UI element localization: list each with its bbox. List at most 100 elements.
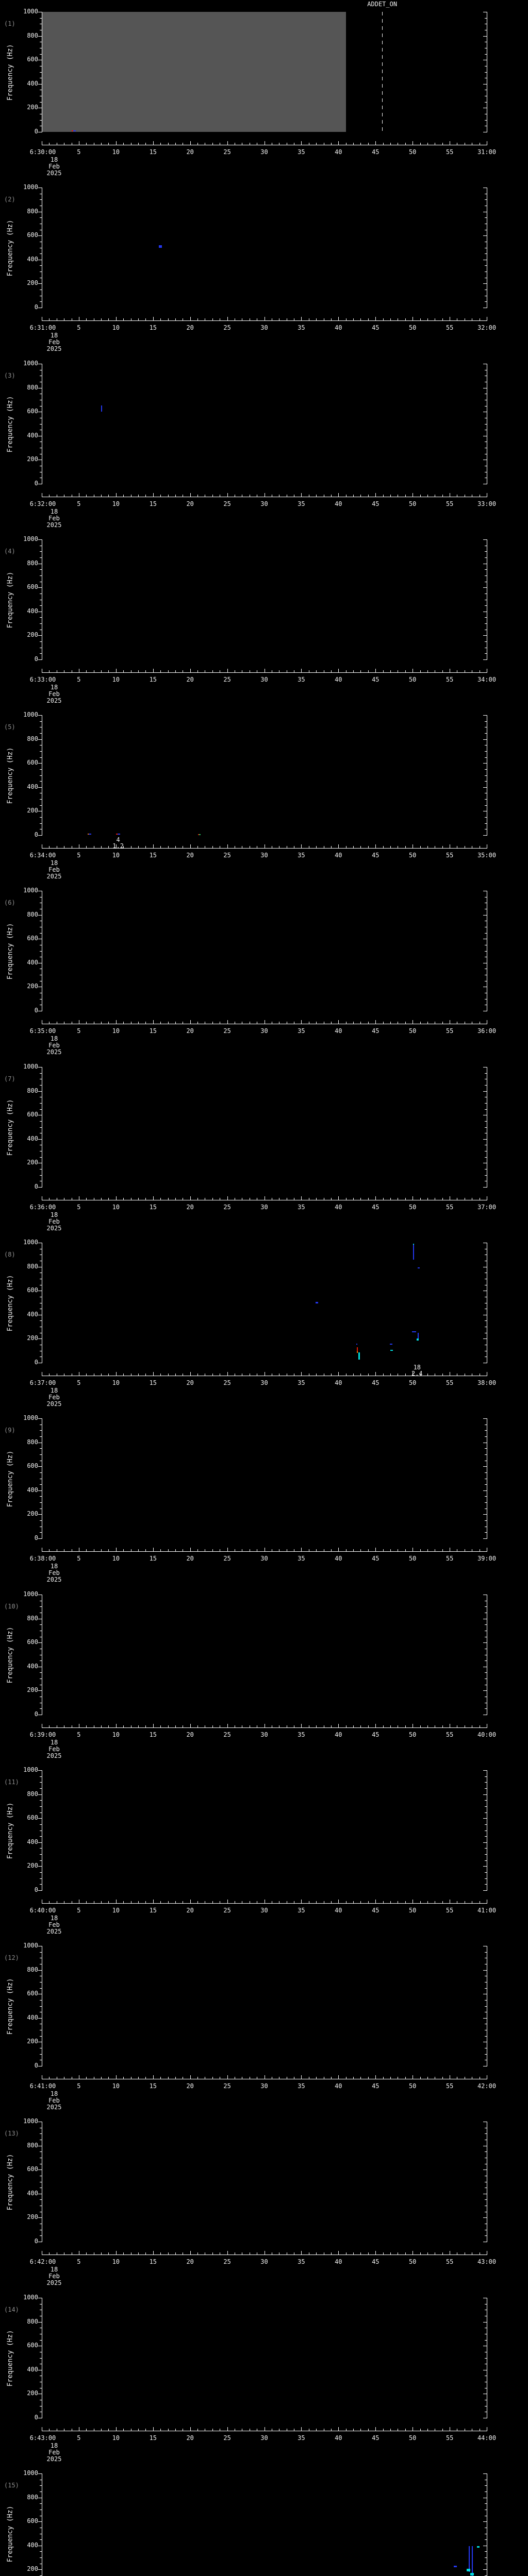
plot-area — [42, 1946, 487, 2066]
y-tick — [38, 235, 42, 236]
y-tick — [40, 781, 42, 782]
x-tick-label: 15 — [149, 1731, 157, 1738]
y-tick-right — [485, 1800, 487, 1801]
plot-area — [42, 539, 487, 659]
detection-mark — [411, 1331, 416, 1333]
x-tick-label: 20 — [186, 500, 194, 507]
x-tick — [153, 1020, 154, 1024]
x-tick — [420, 1901, 421, 1903]
x-tick — [153, 1548, 154, 1552]
y-tick-right — [485, 733, 487, 734]
x-tick — [227, 317, 228, 321]
x-tick — [153, 2427, 154, 2431]
x-tick — [101, 2077, 102, 2079]
y-tick-label: 400 — [27, 607, 38, 615]
x-tick-label: 40 — [335, 324, 342, 332]
x-tick — [168, 1549, 169, 1552]
y-tick-label: 800 — [27, 2317, 38, 2325]
y-tick-right — [485, 557, 487, 558]
x-tick — [383, 2077, 384, 2079]
x-tick — [368, 1022, 369, 1024]
x-tick — [212, 2077, 213, 2079]
x-tick — [123, 2077, 124, 2079]
y-tick-label: 600 — [27, 1286, 38, 1294]
y-tick — [40, 1168, 42, 1170]
y-tick-label: 600 — [27, 1814, 38, 1821]
x-tick-label: 20 — [186, 1906, 194, 1914]
y-tick-right — [485, 617, 487, 618]
x-tick — [86, 318, 87, 321]
x-tick-label: 50 — [408, 1379, 417, 1387]
detection-mark — [358, 1352, 360, 1360]
x-tick — [145, 1197, 146, 1200]
x-tick — [375, 844, 376, 849]
y-tick — [38, 2217, 42, 2218]
x-tick-label: 5 — [77, 2434, 81, 2442]
x-tick — [316, 2428, 317, 2431]
x-tick-label: 5 — [77, 324, 81, 332]
x-tick — [383, 1374, 384, 1376]
y-tick-right — [483, 2321, 487, 2323]
x-tick — [108, 670, 109, 672]
y-tick-right — [483, 1187, 487, 1188]
x-tick — [86, 2077, 87, 2079]
x-tick-label: 50 — [408, 2082, 417, 2090]
x-tick — [190, 1548, 191, 1552]
x-tick-label: 45 — [372, 2082, 380, 2090]
x-tick — [197, 1374, 198, 1376]
y-tick-right — [485, 2054, 487, 2055]
x-tick — [212, 1022, 213, 1024]
x-tick — [368, 318, 369, 321]
x-tick-label: 10 — [112, 500, 120, 507]
detection-mark — [88, 834, 91, 835]
y-tick — [40, 1448, 42, 1449]
y-tick-right — [483, 787, 487, 788]
x-axis-date-line: 18 — [50, 1387, 58, 1395]
y-tick-right — [485, 1952, 487, 1953]
y-tick-right — [483, 2521, 487, 2522]
x-tick-label: 40 — [335, 2258, 342, 2266]
x-tick — [383, 494, 384, 497]
y-tick — [40, 775, 42, 776]
x-tick — [101, 1022, 102, 1024]
x-end-time-label: 34:00 — [477, 675, 497, 683]
y-tick-label: 200 — [27, 982, 38, 990]
x-tick — [405, 1022, 406, 1024]
y-tick-right — [485, 1520, 487, 1521]
y-tick-right — [485, 653, 487, 654]
y-tick-right — [485, 72, 487, 73]
x-tick — [375, 493, 376, 497]
x-tick — [227, 844, 228, 849]
x-tick — [338, 1020, 339, 1024]
detection-mark — [477, 2546, 480, 2548]
x-tick — [197, 2252, 198, 2255]
y-tick — [40, 2340, 42, 2341]
x-tick — [360, 1901, 361, 1903]
x-tick — [353, 494, 354, 497]
y-tick-right — [485, 1806, 487, 1807]
x-tick — [427, 1374, 428, 1376]
y-tick-label: 1000 — [23, 1942, 38, 1950]
x-tick — [375, 1548, 376, 1552]
x-tick — [420, 2077, 421, 2079]
x-axis-date-line: 18 — [50, 2442, 58, 2449]
x-axis-date-line: 18 — [50, 1738, 58, 1746]
x-tick — [360, 318, 361, 321]
y-tick-right — [485, 301, 487, 302]
panel-number: (10) — [4, 1602, 19, 1610]
y-tick — [40, 199, 42, 200]
x-tick — [145, 2077, 146, 2079]
x-tick — [116, 493, 117, 497]
x-tick — [145, 670, 146, 672]
x-tick — [123, 1022, 124, 1024]
x-axis-date-line: 2025 — [46, 2104, 62, 2111]
x-tick — [160, 2252, 161, 2255]
x-tick — [145, 494, 146, 497]
y-tick-label: 800 — [27, 1087, 38, 1094]
y-tick-label: 200 — [27, 455, 38, 463]
y-tick — [40, 2000, 42, 2001]
detection-mark — [73, 130, 76, 131]
x-tick — [227, 141, 228, 145]
x-tick-label: 35 — [298, 1906, 305, 1914]
y-tick-right — [483, 1490, 487, 1492]
